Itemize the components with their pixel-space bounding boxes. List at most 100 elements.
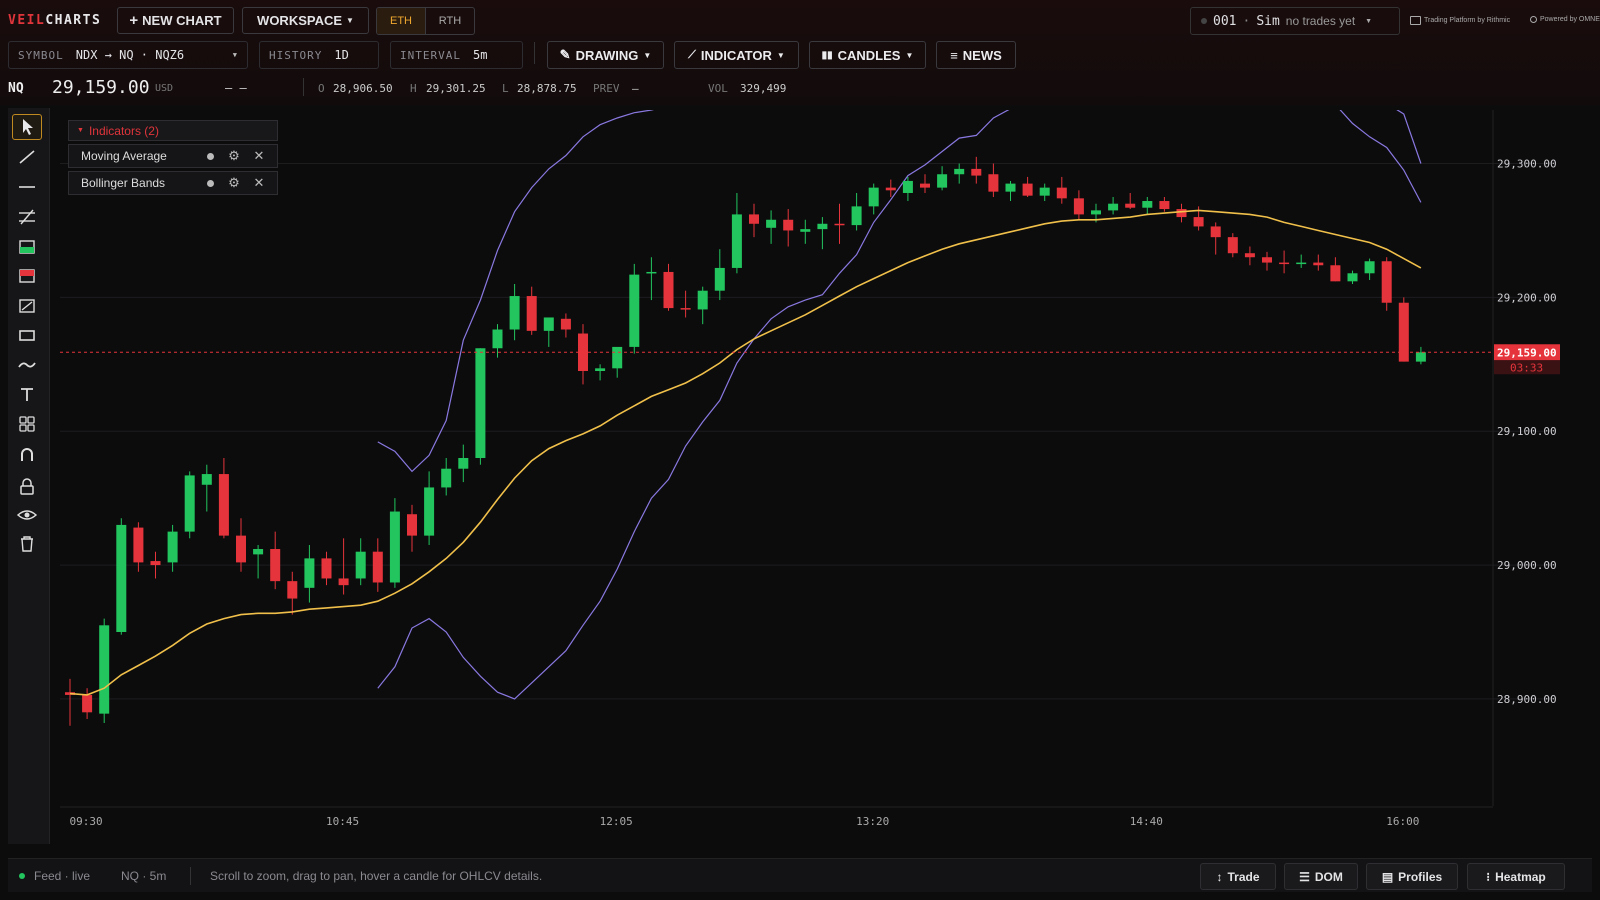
tool-patterns[interactable] [12,410,42,436]
candle-body [902,180,913,193]
visibility-dot-icon[interactable] [203,176,217,190]
trade-button[interactable]: ↕ Trade [1200,863,1276,890]
bollinger-upper-band [377,110,1422,473]
measure-icon [19,299,35,313]
tool-text[interactable] [12,381,42,407]
candle-body [834,223,845,226]
candle-body [321,558,332,579]
candle-body [99,625,110,714]
profiles-button[interactable]: ▤ Profiles [1366,863,1458,890]
close-icon[interactable]: ✕ [253,175,265,190]
currency-label: USD [155,83,174,94]
eye-icon [16,510,38,520]
tool-measure[interactable] [12,293,42,319]
long-position-icon [19,240,35,254]
tool-curve[interactable] [12,352,42,378]
indicator-button[interactable]: ⟋ INDICATOR ▼ [674,41,799,69]
session-toggle: ETH RTH [376,7,475,35]
candles-button[interactable]: ▮▮ CANDLES ▼ [809,41,926,69]
y-axis-tick-label: 29,100.00 [1497,425,1557,438]
moving-average-line [69,209,1422,696]
visibility-dot-icon[interactable] [203,149,217,163]
candle-body [800,229,811,232]
candle-body [236,535,246,563]
platform-badge: Trading Platform by Rithmic [1410,16,1510,25]
y-axis-tick-label: 28,900.00 [1497,693,1557,706]
tool-parallel-channel[interactable] [12,204,42,230]
history-selector[interactable]: HISTORY 1D [259,41,379,69]
caret-down-icon: ▼ [643,50,652,60]
candle-body [1398,302,1409,362]
candle-body [82,694,93,713]
indicators-header[interactable]: ▼ Indicators (2) [68,120,278,141]
tool-cursor[interactable] [12,114,42,140]
x-axis-tick-label: 10:45 [326,815,359,828]
heatmap-button[interactable]: ⁝ Heatmap [1467,863,1565,890]
y-axis-tick-label: 29,200.00 [1497,291,1557,304]
indicator-icon: ⟋ [688,48,696,61]
candle-body [749,214,759,224]
candle-body [714,267,725,291]
tool-trendline[interactable] [12,144,42,170]
session-rth-tab[interactable]: RTH [438,15,462,27]
indicators-panel: ▼ Indicators (2) Moving Average ⚙ ✕ Boll… [68,120,278,195]
candle-body [355,551,366,579]
tool-long-position[interactable] [12,234,42,260]
candle-body [646,271,657,274]
tool-eye[interactable] [12,501,42,527]
candle-body [937,174,948,188]
high-value: 29,301.25 [426,82,486,95]
drawing-toolbar [8,108,50,844]
candle-body [1159,201,1170,210]
candle-body [988,174,999,192]
interval-selector[interactable]: INTERVAL 5m [390,41,523,69]
candle-body [1262,257,1272,263]
symbol-selector[interactable]: SYMBOL NDX → NQ · NQZ6 ▼ [8,41,248,69]
candle-body [1210,226,1221,238]
candle-body [868,187,879,207]
tool-trash[interactable] [12,530,42,556]
candle-body [1125,203,1136,208]
tool-horizontal-line[interactable] [12,174,42,200]
profiles-icon: ▤ [1381,869,1394,884]
news-button[interactable]: ≡ NEWS [936,41,1016,69]
bollinger-lower-band [377,110,1422,700]
price-chart[interactable]: 28,900.00 29,000.00 29,100.00 29,200.00 29,3… [60,110,1600,850]
tool-rectangle[interactable] [12,322,42,348]
candle-body [270,549,281,582]
dom-button[interactable]: ☰ DOM [1284,863,1358,890]
settings-gear-icon[interactable]: ⚙ [228,148,240,163]
new-chart-button[interactable]: + NEW CHART [117,7,234,34]
candle-body [167,531,178,563]
trash-icon [21,536,33,552]
tool-short-position[interactable] [12,263,42,289]
countdown-tag [1494,360,1560,375]
workspace-button[interactable]: WORKSPACE ▼ [242,7,369,34]
candle-body [971,168,982,176]
tool-magnet[interactable] [12,442,42,468]
prev-value: – [632,82,639,95]
indicator-bollinger-bands[interactable]: Bollinger Bands ⚙ ✕ [68,171,278,195]
account-selector[interactable]: 001 · Sim no trades yet ▼ [1190,7,1400,35]
candle-body [492,329,503,349]
session-eth-tab[interactable]: ETH [377,8,426,34]
candle-body [612,346,623,369]
last-price-tag [1494,344,1560,361]
candle-countdown: 03:33 [1510,361,1543,374]
close-icon[interactable]: ✕ [253,148,265,163]
candle-body [1279,262,1290,265]
chart-hint: Scroll to zoom, drag to pan, hover a can… [210,869,543,883]
tool-lock[interactable] [12,473,42,499]
indicator-moving-average[interactable]: Moving Average ⚙ ✕ [68,144,278,168]
drawing-button[interactable]: ✎ DRAWING ▼ [547,41,664,69]
powered-badge: Powered by OMNE [1530,16,1600,23]
candle-body [1415,352,1426,362]
quote-bar: NQ 29,159.00 USD – – O 28,906.50 H 29,30… [8,77,787,98]
caret-down-icon: ▼ [1365,17,1373,25]
account-status-dot [1201,18,1207,24]
candle-body [1244,253,1255,258]
candle-body [817,223,828,230]
settings-gear-icon[interactable]: ⚙ [228,175,240,190]
candle-body [1056,187,1067,199]
candle-body [629,274,640,347]
